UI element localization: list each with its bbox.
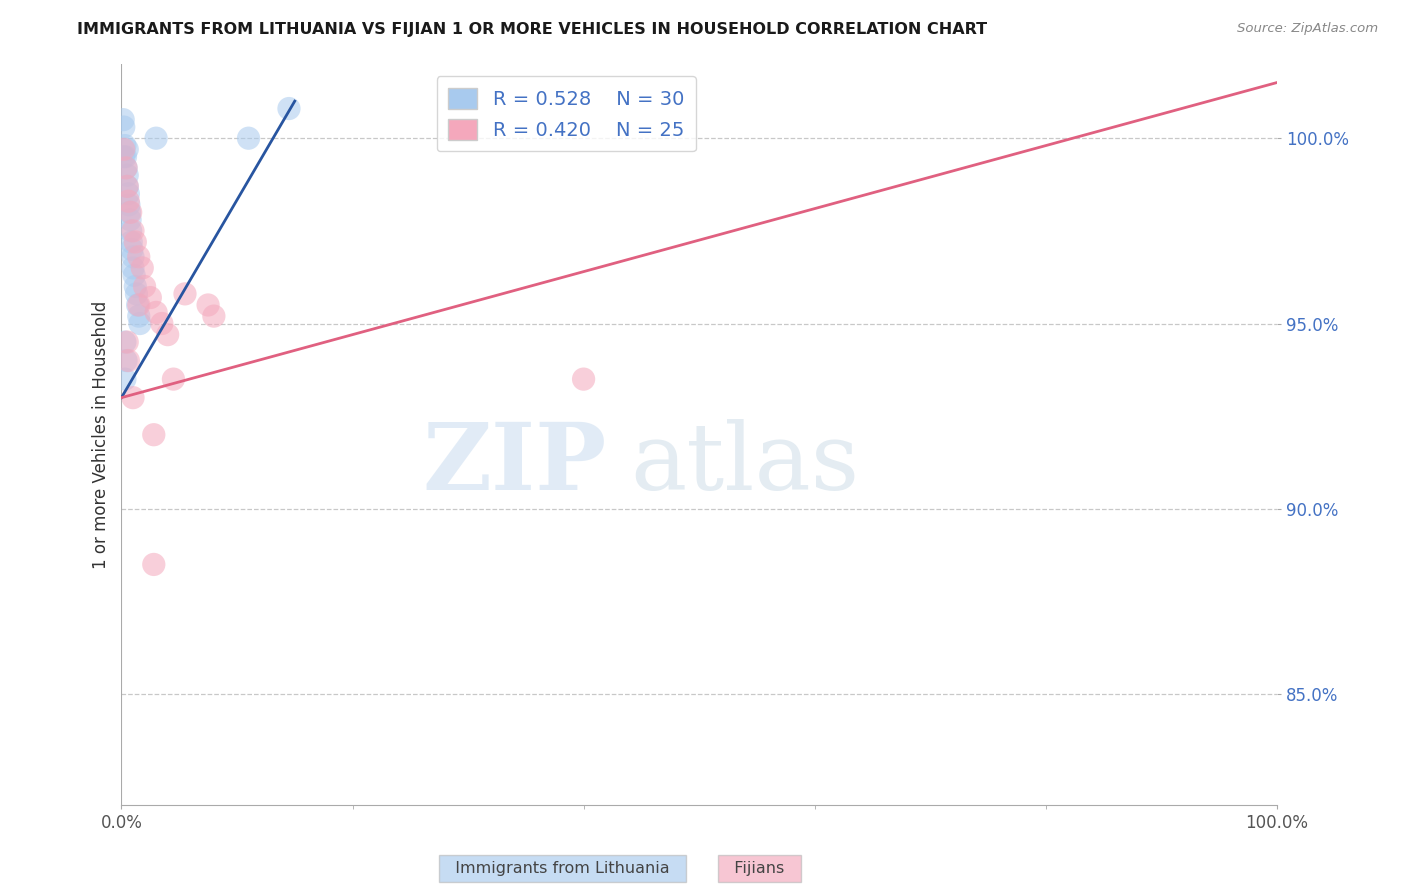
Point xyxy=(128,298,150,312)
Point xyxy=(112,142,135,156)
Point xyxy=(124,235,146,249)
Point xyxy=(122,260,145,275)
Point xyxy=(278,102,301,116)
Point xyxy=(112,150,135,164)
Point xyxy=(122,391,145,405)
Point xyxy=(142,427,165,442)
Text: IMMIGRANTS FROM LITHUANIA VS FIJIAN 1 OR MORE VEHICLES IN HOUSEHOLD CORRELATION : IMMIGRANTS FROM LITHUANIA VS FIJIAN 1 OR… xyxy=(77,22,987,37)
Point xyxy=(115,179,138,194)
Point xyxy=(115,179,138,194)
Point xyxy=(124,279,146,293)
Point xyxy=(128,250,150,264)
Point xyxy=(131,260,153,275)
Point xyxy=(145,305,167,319)
Point xyxy=(174,286,197,301)
Point xyxy=(115,142,138,156)
Point xyxy=(112,120,135,134)
Point xyxy=(115,168,138,182)
Text: Fijians: Fijians xyxy=(724,861,794,876)
Point xyxy=(114,150,136,164)
Point xyxy=(118,205,141,219)
Point xyxy=(142,558,165,572)
Point xyxy=(115,353,138,368)
Point xyxy=(120,235,142,249)
Point xyxy=(122,268,145,283)
Point xyxy=(127,298,149,312)
Text: ZIP: ZIP xyxy=(422,419,606,509)
Point xyxy=(114,138,136,153)
Point xyxy=(120,205,142,219)
Text: Source: ZipAtlas.com: Source: ZipAtlas.com xyxy=(1237,22,1378,36)
Text: Immigrants from Lithuania: Immigrants from Lithuania xyxy=(444,861,681,876)
Point xyxy=(121,243,143,257)
Point xyxy=(115,161,138,175)
Point xyxy=(125,286,148,301)
Point xyxy=(120,212,142,227)
Point xyxy=(112,112,135,127)
Point xyxy=(202,309,225,323)
Point xyxy=(145,131,167,145)
Point xyxy=(156,327,179,342)
Point xyxy=(120,224,142,238)
Point xyxy=(122,250,145,264)
Y-axis label: 1 or more Vehicles in Household: 1 or more Vehicles in Household xyxy=(93,301,110,569)
Point xyxy=(117,186,139,201)
Point xyxy=(117,353,139,368)
Point xyxy=(162,372,184,386)
Point xyxy=(139,291,162,305)
Text: atlas: atlas xyxy=(630,419,859,509)
Point xyxy=(150,317,173,331)
Point xyxy=(114,372,136,386)
Point xyxy=(134,279,156,293)
Point xyxy=(115,334,138,349)
Point xyxy=(122,224,145,238)
Point xyxy=(128,309,150,323)
Point xyxy=(129,317,152,331)
Point xyxy=(117,194,139,209)
Point xyxy=(197,298,219,312)
Point xyxy=(118,198,141,212)
Point xyxy=(572,372,595,386)
Legend: R = 0.528    N = 30, R = 0.420    N = 25: R = 0.528 N = 30, R = 0.420 N = 25 xyxy=(436,76,696,152)
Point xyxy=(114,334,136,349)
Point xyxy=(115,161,138,175)
Point xyxy=(238,131,260,145)
